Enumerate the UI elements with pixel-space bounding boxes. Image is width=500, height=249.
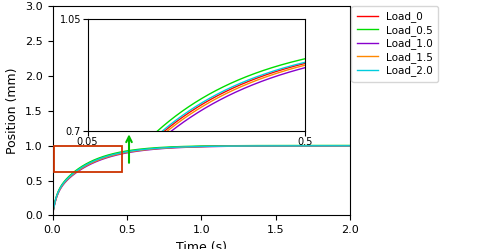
Line: Load_0: Load_0 <box>52 146 350 215</box>
Load_1.5 <box>50 214 56 217</box>
Load_2.0 <box>228 145 234 148</box>
Line: Load_0.5: Load_0.5 <box>52 145 350 215</box>
Load_0 <box>347 144 353 147</box>
Load_0.5 <box>163 146 169 149</box>
Load_1.0 <box>294 144 300 147</box>
Load_0 <box>272 144 278 147</box>
Load_1.5 <box>347 144 353 147</box>
Load_1.5 <box>243 144 249 147</box>
Load_0 <box>104 155 110 158</box>
Load_1.0 <box>243 145 249 148</box>
Load_0.5 <box>228 144 234 147</box>
Load_0.5 <box>104 154 110 157</box>
Load_1.5 <box>163 146 169 149</box>
Load_2.0 <box>104 155 110 158</box>
Load_0 <box>163 146 169 149</box>
Load_0.5 <box>50 214 56 217</box>
Load_1.5 <box>272 144 278 147</box>
Load_1.5 <box>294 144 300 147</box>
Y-axis label: Position (mm): Position (mm) <box>6 67 20 154</box>
Load_2.0 <box>50 214 56 217</box>
Load_1.0 <box>228 145 234 148</box>
Load_0.5 <box>243 144 249 147</box>
Load_0.5 <box>294 144 300 147</box>
Load_1.0 <box>272 144 278 147</box>
Load_2.0 <box>272 144 278 147</box>
Load_0 <box>294 144 300 147</box>
Load_1.0 <box>104 156 110 159</box>
Line: Load_1.5: Load_1.5 <box>52 146 350 215</box>
Load_0.5 <box>272 144 278 147</box>
Load_1.0 <box>50 214 56 217</box>
X-axis label: Time (s): Time (s) <box>176 241 227 249</box>
Load_2.0 <box>163 146 169 149</box>
Load_0 <box>50 214 56 217</box>
Load_1.0 <box>163 147 169 150</box>
Line: Load_1.0: Load_1.0 <box>52 146 350 215</box>
Load_2.0 <box>243 144 249 147</box>
Bar <box>54 146 122 172</box>
Load_0 <box>228 144 234 147</box>
Line: Load_2.0: Load_2.0 <box>52 146 350 215</box>
Load_1.5 <box>104 156 110 159</box>
Load_0.5 <box>347 144 353 147</box>
Legend: Load_0, Load_0.5, Load_1.0, Load_1.5, Load_2.0: Load_0, Load_0.5, Load_1.0, Load_1.5, Lo… <box>352 6 438 82</box>
Load_2.0 <box>294 144 300 147</box>
Load_0 <box>243 144 249 147</box>
Load_1.5 <box>228 145 234 148</box>
Load_1.0 <box>347 144 353 147</box>
Load_2.0 <box>347 144 353 147</box>
